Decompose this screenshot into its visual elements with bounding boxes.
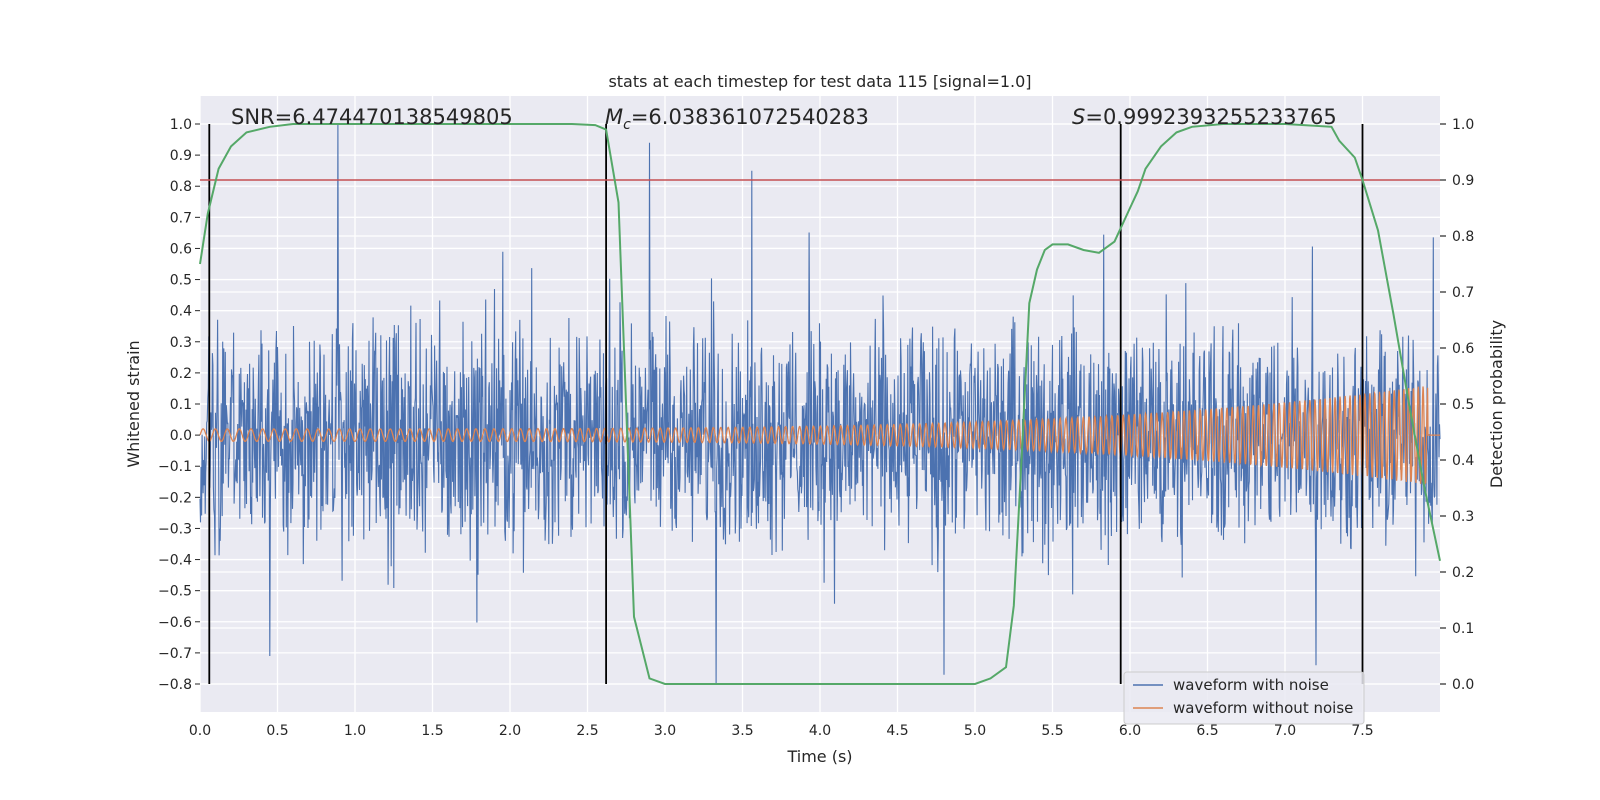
- x-tick-label: 7.5: [1351, 723, 1373, 739]
- y-tick-label: 0.4: [170, 304, 192, 320]
- legend: waveform with noise waveform without noi…: [1123, 671, 1365, 725]
- noise-trace: [199, 123, 1441, 685]
- legend-box: [1123, 671, 1365, 725]
- y2-tick-label: 0.4: [1452, 453, 1474, 469]
- y-tick-label: 0.7: [170, 210, 192, 226]
- y2-tick-label: 0.6: [1452, 341, 1474, 357]
- x-tick-label: 6.5: [1196, 723, 1218, 739]
- left-axis-ticks: 1.0 0.9 0.8 0.7 0.6 0.5 0.4 0.3 0.2 0.1 0.0 −0.1 −0.…: [158, 117, 200, 693]
- series-detection-probability: [199, 123, 1441, 685]
- y-tick-label: 0.8: [170, 179, 192, 195]
- x-tick-label: 2.0: [499, 723, 521, 739]
- y2-tick-label: 0.8: [1452, 229, 1474, 245]
- mc-subscript: c: [623, 117, 631, 133]
- x-tick-label: 0.0: [189, 723, 211, 739]
- y2-tick-label: 0.9: [1452, 173, 1474, 189]
- legend-label-noise: waveform with noise: [1173, 676, 1329, 694]
- y-tick-label: −0.2: [158, 490, 192, 506]
- y-tick-label: −0.3: [158, 521, 192, 537]
- y2-axis-label: Detection probability: [1487, 320, 1506, 488]
- y-tick-label: −0.1: [158, 459, 192, 475]
- series-waveform-without-noise: [199, 386, 1440, 485]
- x-axis-label: Time (s): [786, 747, 852, 766]
- x-tick-label: 4.0: [809, 723, 831, 739]
- y-tick-label: −0.5: [158, 584, 192, 600]
- y2-tick-label: 0.3: [1452, 509, 1474, 525]
- y2-tick-label: 0.0: [1452, 677, 1474, 693]
- x-tick-label: 2.5: [576, 723, 598, 739]
- y-tick-label: 0.1: [170, 397, 192, 413]
- x-axis-ticks: 0.0 0.5 1.0 1.5 2.0 2.5 3.0 3.5 4.0 4.5 5.0 5.5 6.0 6…: [189, 723, 1374, 739]
- x-tick-label: 4.5: [886, 723, 908, 739]
- legend-label-clean: waveform without noise: [1173, 699, 1353, 717]
- s-annotation: S=0.9992393255233765: [1072, 105, 1337, 129]
- mc-value: =6.038361072540283: [631, 105, 869, 129]
- y-axis-label: Whitened strain: [124, 340, 143, 467]
- y-tick-label: 0.6: [170, 241, 192, 257]
- x-tick-label: 0.5: [266, 723, 288, 739]
- y2-tick-label: 0.7: [1452, 285, 1474, 301]
- snr-annotation: SNR=6.474470138549805: [231, 105, 513, 129]
- y2-tick-label: 0.5: [1452, 397, 1474, 413]
- y-tick-label: 0.0: [170, 428, 192, 444]
- y-tick-label: 0.2: [170, 366, 192, 382]
- y-tick-label: 0.9: [170, 148, 192, 164]
- s-value: =0.9992393255233765: [1085, 105, 1336, 129]
- y-tick-label: 1.0: [170, 117, 192, 133]
- probability-curve: [199, 123, 1441, 685]
- s-symbol: S: [1072, 105, 1085, 129]
- mc-annotation: Mc=6.038361072540283: [605, 105, 869, 133]
- x-tick-label: 7.0: [1274, 723, 1296, 739]
- vertical-markers: [208, 124, 1364, 684]
- x-tick-label: 5.0: [964, 723, 986, 739]
- x-tick-label: 3.5: [731, 723, 753, 739]
- clean-trace: [199, 386, 1440, 485]
- x-tick-label: 5.5: [1041, 723, 1063, 739]
- y2-tick-label: 1.0: [1452, 117, 1474, 133]
- y-tick-label: −0.7: [158, 646, 192, 662]
- mc-symbol: M: [605, 105, 623, 129]
- y2-tick-label: 0.2: [1452, 565, 1474, 581]
- x-tick-label: 1.0: [344, 723, 366, 739]
- series-waveform-with-noise: [199, 123, 1441, 685]
- y-tick-label: −0.4: [158, 553, 192, 569]
- y-tick-label: −0.8: [158, 677, 192, 693]
- y-tick-label: 0.5: [170, 273, 192, 289]
- y-tick-label: 0.3: [170, 335, 192, 351]
- chart-title: stats at each timestep for test data 115…: [608, 72, 1031, 91]
- y-tick-label: −0.6: [158, 615, 192, 631]
- right-axis-ticks: 1.0 0.9 0.8 0.7 0.6 0.5 0.4 0.3 0.2 0.1 0.0: [1440, 117, 1474, 693]
- x-tick-label: 6.0: [1119, 723, 1141, 739]
- x-tick-label: 1.5: [421, 723, 443, 739]
- y2-tick-label: 0.1: [1452, 621, 1474, 637]
- x-tick-label: 3.0: [654, 723, 676, 739]
